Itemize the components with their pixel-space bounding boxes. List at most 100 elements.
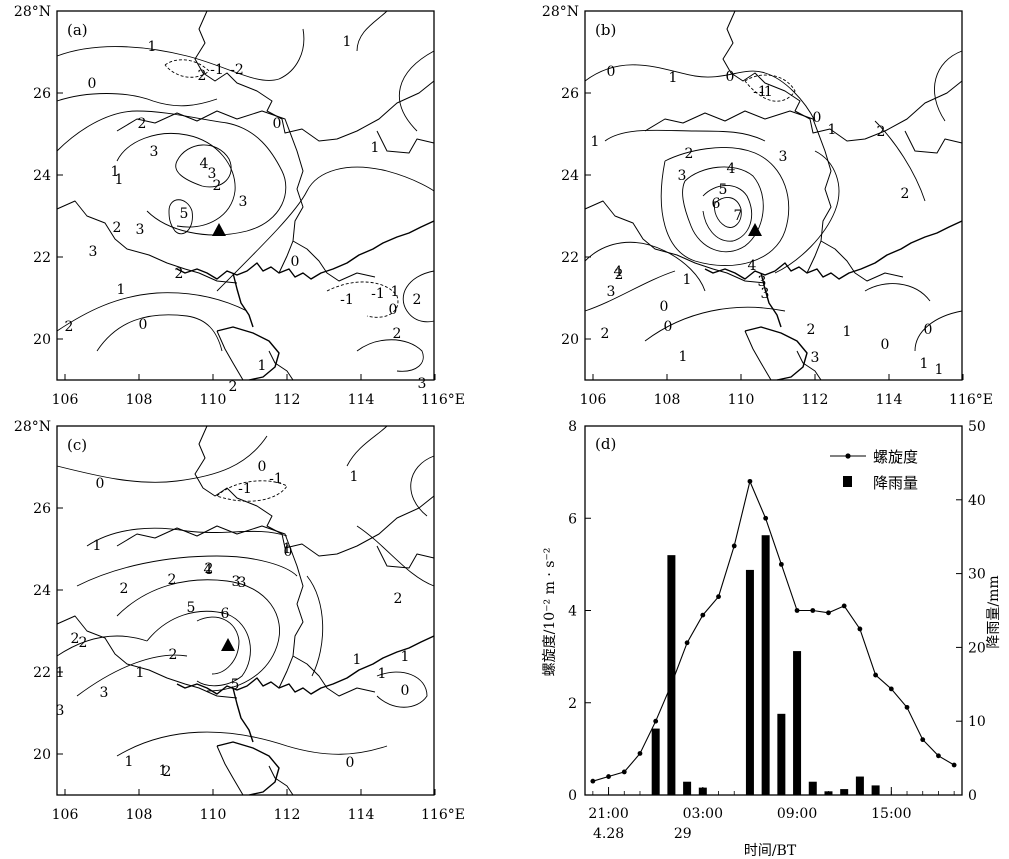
rainfall-bar: [871, 785, 880, 795]
rainfall-bar: [683, 781, 692, 795]
map-frame: [56, 425, 435, 796]
rainfall-bar: [840, 789, 849, 795]
contour-label: 4: [200, 156, 209, 172]
contour-label: 1: [111, 164, 120, 180]
contour-label: 2: [229, 379, 238, 395]
contour-label: 1: [683, 272, 692, 288]
helicity-point: [763, 515, 769, 521]
contour-label: 1: [115, 172, 124, 188]
lon-tick-label: 106: [52, 807, 79, 823]
helicity-point: [857, 626, 863, 632]
helicity-point: [888, 686, 894, 692]
contour-label: 0: [273, 116, 282, 132]
coastline-leizhou: [760, 272, 782, 328]
y-right-tick-label: 40: [968, 493, 986, 509]
contour-label: 1: [353, 652, 362, 668]
contour-label: -1: [210, 62, 224, 78]
lon-tick-label: 110: [200, 392, 227, 408]
rainfall-bar: [777, 713, 786, 795]
lat-tick-label: 20: [33, 332, 51, 348]
contour-label: 1: [591, 134, 600, 150]
contour-label: 2: [175, 266, 184, 282]
contour-label: 5: [180, 206, 189, 222]
x-date-label: 29: [674, 826, 692, 842]
contour-label: 1: [125, 754, 134, 770]
lat-tick-label: 26: [33, 501, 51, 517]
contour-label: 2: [71, 631, 80, 647]
contour-label: 1: [669, 70, 678, 86]
helicity-point: [951, 762, 957, 768]
contour-label: 2: [393, 326, 402, 342]
contour-label: 3: [779, 149, 788, 165]
contour-label: 3: [89, 244, 98, 260]
contour-label: 2: [685, 146, 694, 162]
station-marker: [212, 223, 226, 236]
x-date-label: 4.28: [593, 826, 624, 842]
lon-tick-label: 108: [654, 392, 681, 408]
contour-label: 2: [169, 647, 178, 663]
contour-label: 2: [877, 124, 886, 140]
contour-label: 3: [150, 144, 159, 160]
contour-label: 3: [811, 350, 820, 366]
contour-label: 1: [920, 356, 929, 372]
chart-panel-d: (d) 0 2 4 6 8 0 10 20 30 40 50 21:00 03:00 09:00 15:00…: [542, 419, 1002, 859]
helicity-point: [810, 608, 816, 613]
helicity-point: [920, 737, 926, 743]
contour-label: 0: [660, 299, 669, 315]
lat-tick-label: 22: [561, 250, 579, 266]
contour-label: 1: [343, 34, 352, 50]
helicity-point: [653, 718, 659, 724]
contour-label: 0: [664, 319, 673, 335]
coastline-hainan: [216, 741, 280, 796]
contour-label: 3: [100, 685, 109, 701]
province-borders: [584, 10, 963, 381]
contour-label: 0: [96, 476, 105, 492]
contour-label: 4: [727, 161, 736, 177]
contour-lines: [56, 425, 435, 757]
coastline-leizhou: [232, 687, 254, 743]
lat-tick-label: 28°N: [14, 419, 51, 435]
contour-label: 0: [284, 544, 293, 560]
contour-label: 3: [208, 166, 217, 182]
lon-tick-label: 116°E: [949, 392, 993, 408]
contour-label: 0: [346, 755, 355, 771]
contour-label: 2: [138, 116, 147, 132]
contour-label: 0: [607, 64, 616, 80]
map-frame: [584, 10, 963, 381]
contour-label: 2: [213, 178, 222, 194]
lon-tick-label: 114: [348, 392, 375, 408]
chart-panel-label: (d): [595, 435, 616, 453]
coastline: [704, 220, 963, 280]
contour-label: 4: [748, 258, 757, 274]
contour-label: 0: [88, 76, 97, 92]
contour-label: 2: [413, 292, 422, 308]
contour-label: 5: [231, 677, 240, 693]
y-left-tick-label: 0: [568, 788, 577, 804]
station-marker: [221, 638, 235, 651]
coastline: [176, 635, 435, 695]
contour-label: 0: [258, 459, 267, 475]
contour-label: 0: [389, 302, 398, 318]
y-left-tick-label: 4: [568, 604, 577, 620]
contour-label: 3: [238, 575, 247, 591]
contour-label: 1: [283, 541, 292, 557]
lat-tick-label: 28°N: [542, 4, 579, 20]
contour-lines: [56, 10, 435, 372]
contour-label: 6: [221, 606, 230, 622]
contour-label: 3: [232, 574, 241, 590]
coastline-leizhou: [232, 272, 254, 328]
legend-bar-swatch: [843, 476, 852, 487]
contour-label: 1: [258, 358, 267, 374]
contour-label: 0: [401, 683, 410, 699]
lon-tick-label: 108: [126, 807, 153, 823]
lat-tick-label: 20: [33, 747, 51, 763]
lat-tick-label: 26: [561, 86, 579, 102]
contour-label: 2: [163, 764, 172, 780]
lon-tick-label: 116°E: [421, 807, 465, 823]
province-borders: [56, 10, 435, 381]
contour-label: 1: [843, 324, 852, 340]
helicity-point: [731, 543, 737, 549]
contour-label: 2: [79, 635, 88, 651]
